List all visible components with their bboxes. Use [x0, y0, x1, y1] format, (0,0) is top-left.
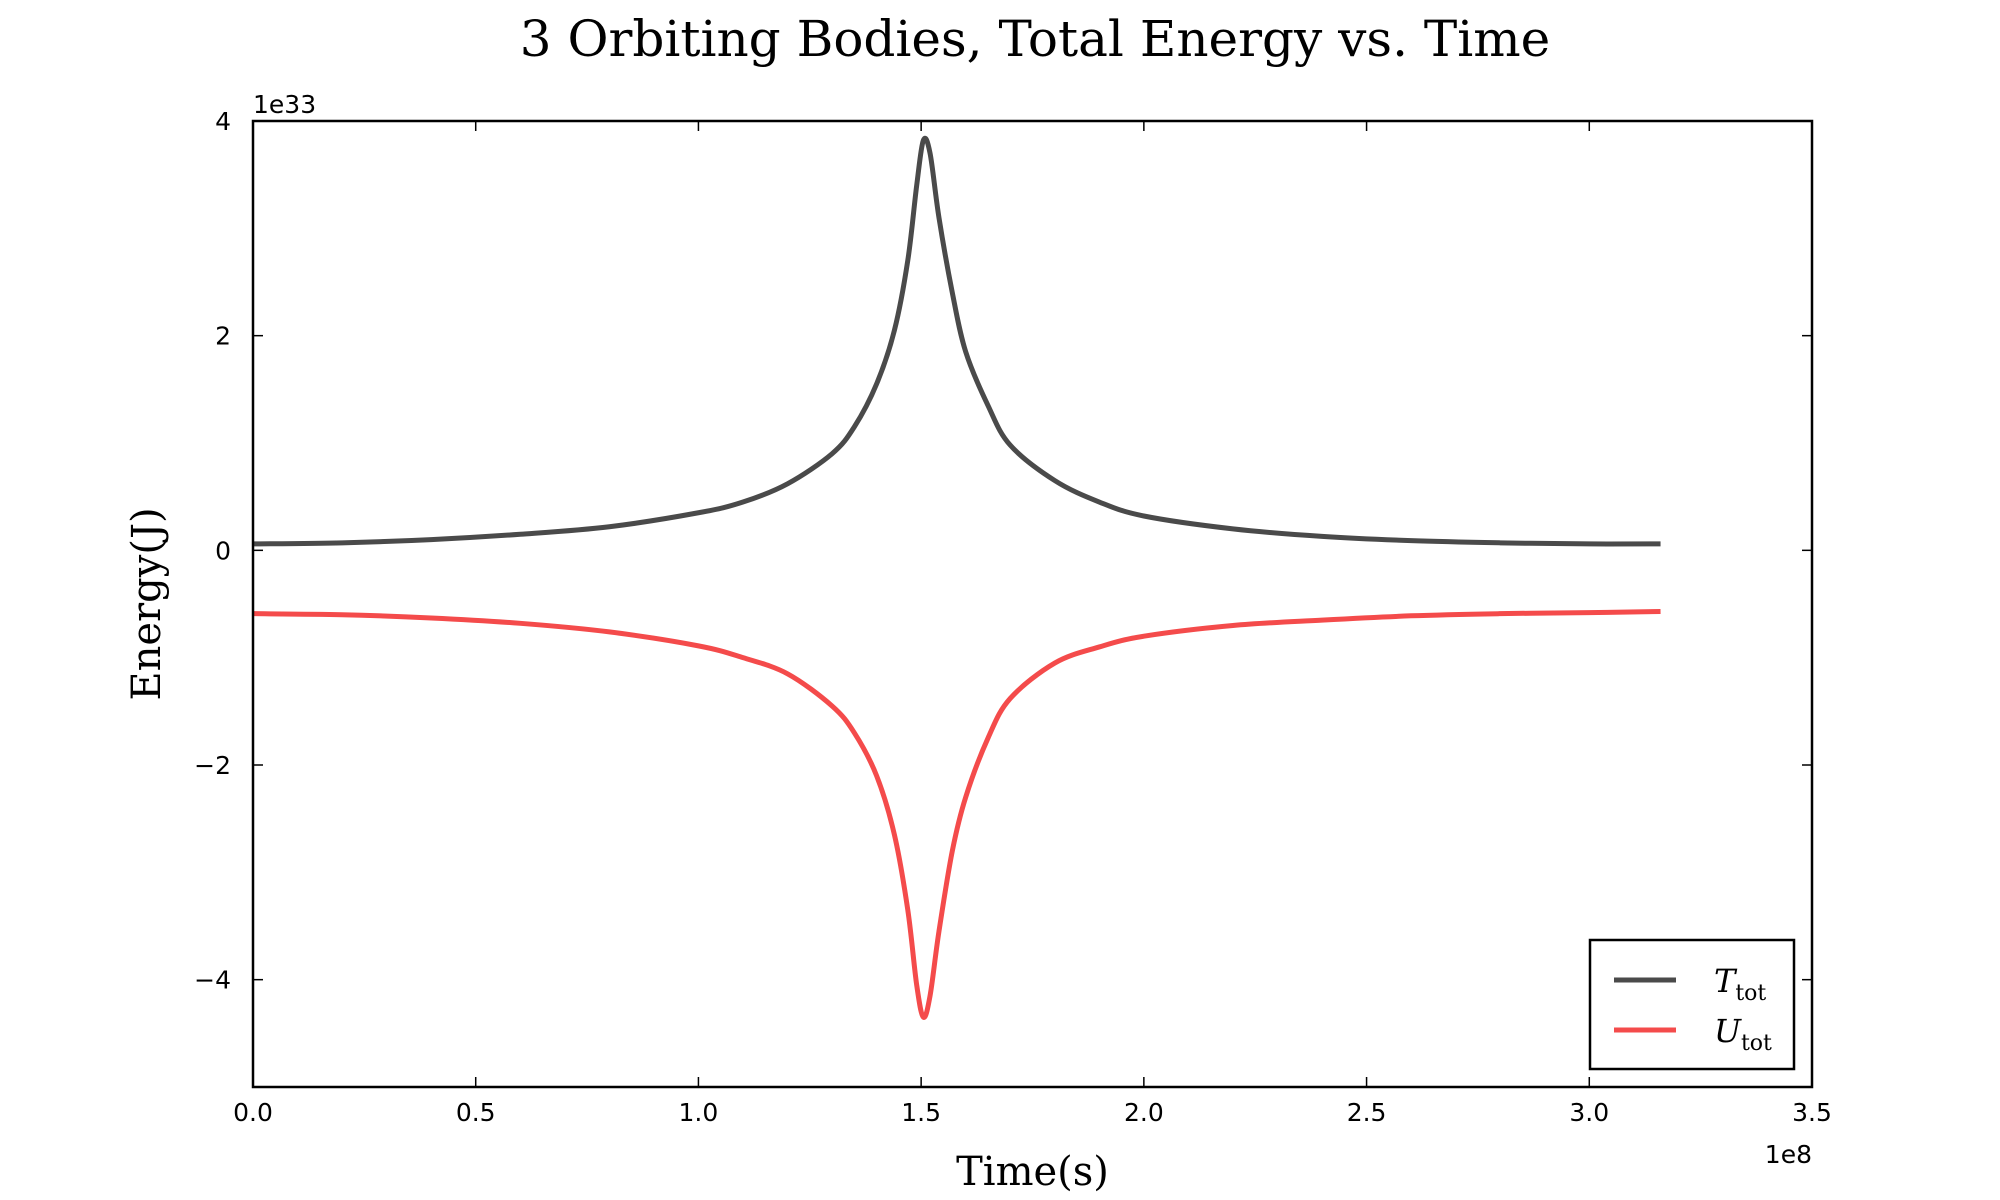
y-tick-label: 0 [215, 536, 231, 565]
y-tick-label: −2 [194, 751, 231, 780]
x-tick-label: 2.5 [1347, 1098, 1387, 1127]
x-tick-label: 1.5 [901, 1098, 941, 1127]
y-offset-label: 1e33 [253, 90, 316, 119]
x-tick-label: 0.5 [456, 1098, 496, 1127]
chart-title: 3 Orbiting Bodies, Total Energy vs. Time [520, 10, 1550, 68]
series-line-t [253, 138, 1661, 544]
x-tick-label: 3.5 [1792, 1098, 1832, 1127]
y-tick-label: 4 [215, 107, 231, 136]
plot-area [253, 138, 1661, 1017]
x-tick-label: 1.0 [679, 1098, 719, 1127]
x-tick-label: 3.0 [1569, 1098, 1609, 1127]
x-axis-label: Time(s) [956, 1149, 1109, 1195]
series-line-u [253, 612, 1661, 1018]
x-tick-label: 0.0 [233, 1098, 273, 1127]
y-axis-label: Energy(J) [124, 507, 170, 700]
y-tick-label: 2 [215, 322, 231, 351]
plot-frame [253, 121, 1812, 1087]
x-offset-label: 1e8 [1765, 1140, 1812, 1169]
x-tick-label: 2.0 [1124, 1098, 1164, 1127]
y-tick-label: −4 [194, 966, 231, 995]
